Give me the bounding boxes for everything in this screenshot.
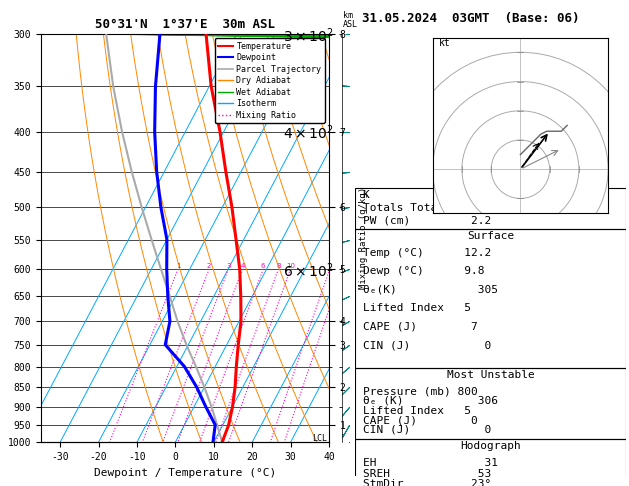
Text: 2: 2 xyxy=(207,263,211,269)
Text: PW (cm)         2.2: PW (cm) 2.2 xyxy=(364,215,492,225)
Text: 10: 10 xyxy=(286,263,295,269)
Text: 8: 8 xyxy=(276,263,281,269)
Text: CIN (J)           0: CIN (J) 0 xyxy=(364,340,492,350)
Text: StmDir          23°: StmDir 23° xyxy=(364,479,492,486)
Text: CAPE (J)        0: CAPE (J) 0 xyxy=(364,415,478,425)
Text: Hodograph: Hodograph xyxy=(460,441,521,451)
Legend: Temperature, Dewpoint, Parcel Trajectory, Dry Adiabat, Wet Adiabat, Isotherm, Mi: Temperature, Dewpoint, Parcel Trajectory… xyxy=(214,38,325,123)
Bar xyxy=(355,439,626,486)
Bar xyxy=(355,368,626,439)
Text: 3: 3 xyxy=(226,263,231,269)
Text: K                   25: K 25 xyxy=(364,190,512,200)
Text: Temp (°C)      12.2: Temp (°C) 12.2 xyxy=(364,248,492,258)
Text: Surface: Surface xyxy=(467,231,515,241)
Text: EH                31: EH 31 xyxy=(364,458,499,468)
Text: km
ASL: km ASL xyxy=(343,11,358,29)
Title: 50°31'N  1°37'E  30m ASL: 50°31'N 1°37'E 30m ASL xyxy=(95,18,275,32)
Text: 6: 6 xyxy=(261,263,265,269)
Text: 4: 4 xyxy=(240,263,245,269)
Text: 1: 1 xyxy=(175,263,181,269)
Text: θₑ(K)            305: θₑ(K) 305 xyxy=(364,285,499,295)
Text: LCL: LCL xyxy=(312,434,327,443)
Text: CAPE (J)        7: CAPE (J) 7 xyxy=(364,322,478,331)
Text: Lifted Index   5: Lifted Index 5 xyxy=(364,405,472,416)
Text: 31.05.2024  03GMT  (Base: 06): 31.05.2024 03GMT (Base: 06) xyxy=(362,12,579,25)
Text: Mixing Ratio (g/kg): Mixing Ratio (g/kg) xyxy=(359,187,368,289)
Text: kt: kt xyxy=(438,38,450,49)
Y-axis label: hPa: hPa xyxy=(0,228,2,248)
X-axis label: Dewpoint / Temperature (°C): Dewpoint / Temperature (°C) xyxy=(94,468,276,478)
Text: Totals Totals  46: Totals Totals 46 xyxy=(364,203,478,212)
Text: SREH             53: SREH 53 xyxy=(364,469,492,479)
Text: Pressure (mb) 800: Pressure (mb) 800 xyxy=(364,386,478,396)
Text: Lifted Index   5: Lifted Index 5 xyxy=(364,303,472,313)
Bar xyxy=(355,188,626,229)
Text: θₑ (K)           306: θₑ (K) 306 xyxy=(364,396,499,406)
Text: Most Unstable: Most Unstable xyxy=(447,370,535,380)
Text: Dewp (°C)      9.8: Dewp (°C) 9.8 xyxy=(364,266,485,276)
Bar xyxy=(355,229,626,368)
Text: CIN (J)           0: CIN (J) 0 xyxy=(364,425,492,435)
